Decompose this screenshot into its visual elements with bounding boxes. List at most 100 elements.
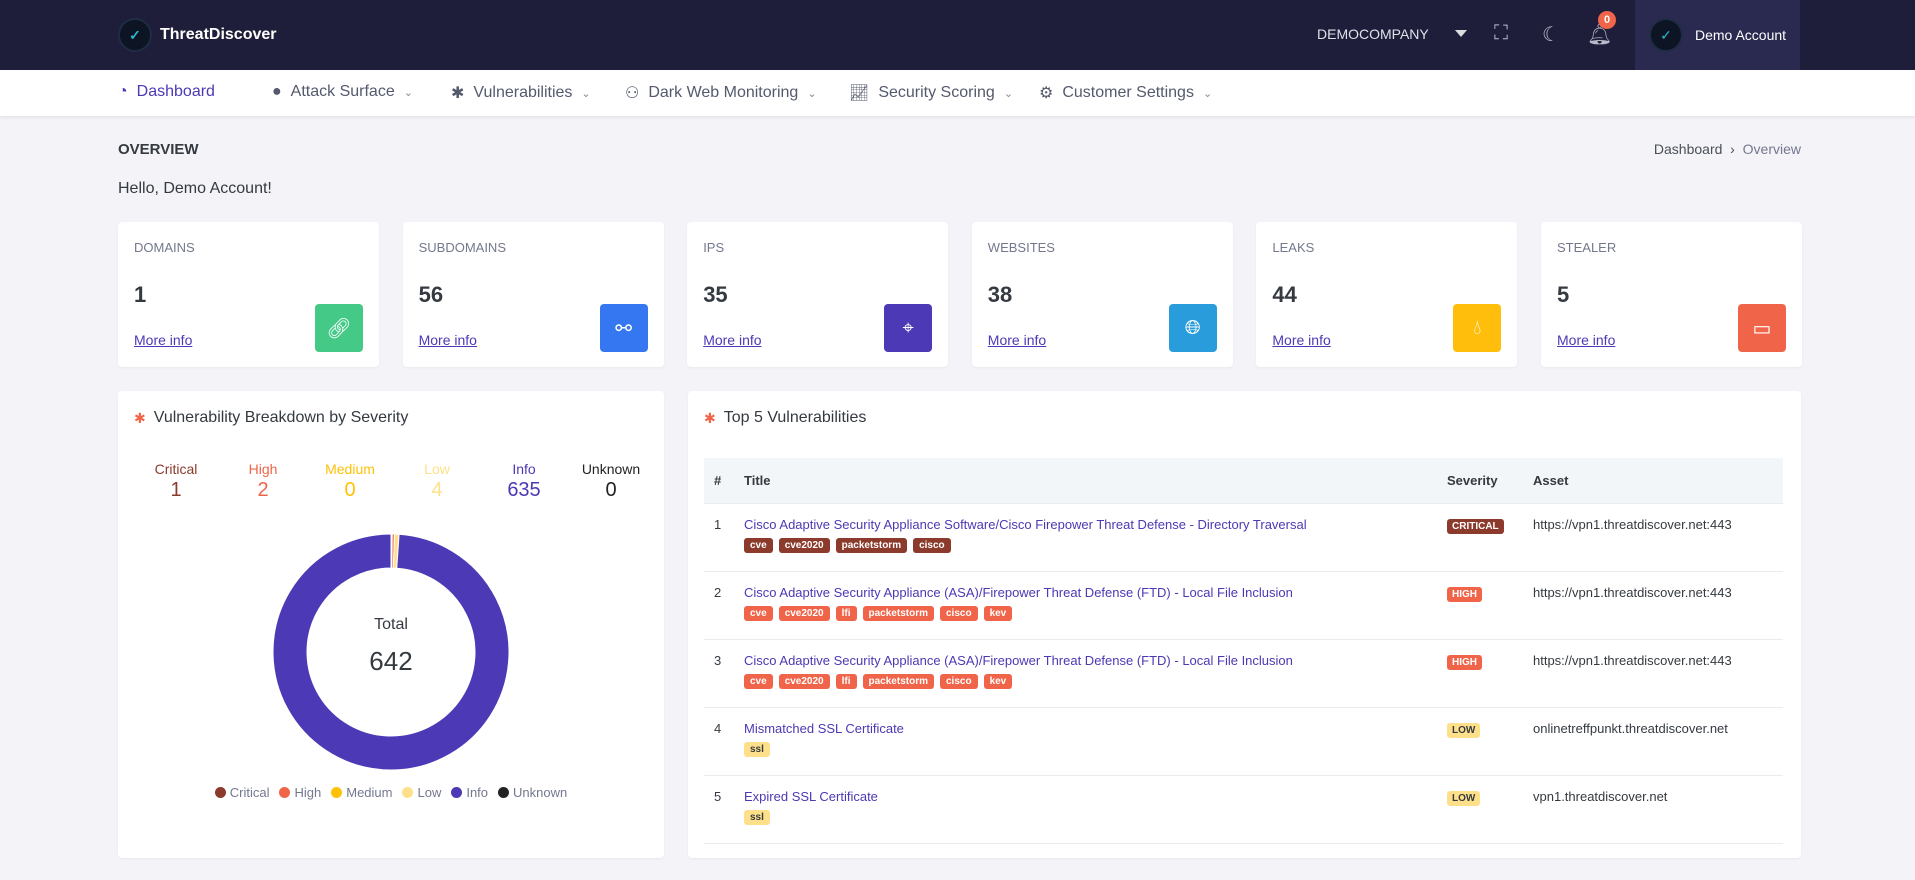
card-label: LEAKS — [1272, 240, 1315, 255]
severity-badge: HIGH — [1447, 586, 1482, 602]
severity-count-unknown: Unknown 0 — [566, 461, 656, 502]
severity-badge: HIGH — [1447, 654, 1482, 670]
legend-swatch — [402, 787, 414, 798]
vulnerability-link[interactable]: Expired SSL Certificate — [744, 788, 878, 804]
breadcrumb: Dashboard › Overview — [1653, 141, 1801, 157]
card-value: 35 — [703, 282, 728, 307]
account-menu[interactable]: ✓ Demo Account — [1635, 0, 1800, 70]
notification-badge: 0 — [1598, 11, 1616, 29]
severity-cell: LOW — [1437, 706, 1523, 775]
legend-item-critical[interactable]: Critical — [214, 785, 269, 800]
tag: cisco — [939, 605, 978, 621]
breadcrumb-dashboard[interactable]: Dashboard — [1653, 141, 1723, 157]
stat-card-domains: DOMAINS 1 More info 🔗︎ — [118, 222, 379, 367]
tag-list: ssl — [744, 809, 1427, 825]
tag-list: cve cve2020 lfi packetstorm cisco kev — [744, 605, 1427, 621]
table-row: 5 Expired SSL Certificate ssl LOW vpn1.th… — [704, 774, 1783, 844]
more-info-link[interactable]: More info — [1557, 332, 1616, 348]
top-bar: ✓ ThreatDiscover DEMOCOMPANY ⛶ ☾ 🔔︎ 0 ✓ De… — [0, 0, 1915, 70]
tag: lfi — [835, 673, 857, 689]
vulnerability-link[interactable]: Cisco Adaptive Security Appliance (ASA)/… — [744, 584, 1293, 600]
more-info-link[interactable]: More info — [418, 332, 477, 348]
row-number: 1 — [704, 502, 734, 571]
bug-icon: ✱ — [134, 409, 146, 426]
legend-label: Info — [466, 785, 489, 800]
title-cell: Mismatched SSL Certificate ssl — [734, 706, 1437, 775]
legend-label: Unknown — [513, 785, 568, 800]
greeting: Hello, Demo Account! — [118, 180, 272, 197]
legend-swatch — [214, 787, 226, 798]
more-info-link[interactable]: More info — [703, 332, 762, 348]
severity-breakdown-panel: ✱ Vulnerability Breakdown by Severity Cri… — [118, 391, 664, 858]
asset-cell: https://vpn1.threatdiscover.net:443 — [1523, 502, 1783, 571]
card-label: IPS — [703, 240, 725, 255]
severity-name: High — [248, 461, 278, 477]
nav-dark-web-monitoring[interactable]: ⚇ Dark Web Monitoring ⌄ — [625, 83, 817, 103]
tag: kev — [983, 605, 1013, 621]
fullscreen-icon[interactable]: ⛶ — [1494, 22, 1508, 44]
nav-dashboard[interactable]: ◔ Dashboard — [118, 83, 215, 101]
vulnerability-link[interactable]: Cisco Adaptive Security Appliance Softwa… — [744, 516, 1307, 532]
vulnerabilities-table: # Title Severity Asset 1 Cisco Adaptive … — [704, 458, 1783, 844]
legend-item-info[interactable]: Info — [451, 785, 488, 800]
table-row: 3 Cisco Adaptive Security Appliance (ASA… — [704, 638, 1783, 707]
legend-item-low[interactable]: Low — [402, 785, 441, 800]
more-info-link[interactable]: More info — [134, 332, 193, 348]
moon-icon[interactable]: ☾ — [1542, 24, 1560, 46]
donut-slice-info[interactable] — [272, 533, 510, 771]
more-info-link[interactable]: More info — [1272, 332, 1331, 348]
tag: kev — [983, 673, 1013, 689]
nav-vulnerabilities[interactable]: ✱ Vulnerabilities ⌄ — [451, 83, 591, 103]
company-selector[interactable]: DEMOCOMPANY — [1317, 26, 1429, 42]
stat-card-ips: IPS 35 More info ⌖ — [687, 222, 949, 367]
nav-security-scoring[interactable]: 📈︎ Security Scoring ⌄ — [849, 83, 1013, 103]
legend-item-high[interactable]: High — [279, 785, 321, 800]
severity-badge: LOW — [1447, 722, 1481, 738]
legend-swatch — [279, 787, 291, 798]
legend-item-medium[interactable]: Medium — [331, 785, 392, 800]
chevron-down-icon: ⌄ — [581, 87, 591, 100]
gauge-icon: ◔ — [118, 83, 128, 100]
severity-cell: HIGH — [1437, 638, 1523, 707]
nav-label: Customer Settings — [1062, 84, 1194, 101]
nav-label: Attack Surface — [290, 83, 395, 100]
logo[interactable]: ✓ ThreatDiscover — [118, 18, 277, 52]
severity-count-high: High 2 — [218, 461, 308, 502]
tag: cve2020 — [778, 605, 830, 621]
top-vulnerabilities-panel: ✱ Top 5 Vulnerabilities # Title Severity … — [688, 391, 1801, 858]
avatar: ✓ — [1649, 18, 1683, 52]
card-label: DOMAINS — [134, 240, 195, 255]
vulnerability-link[interactable]: Cisco Adaptive Security Appliance (ASA)/… — [744, 652, 1293, 668]
stat-card-stealer: STEALER 5 More info ▭ — [1541, 222, 1802, 367]
tag: cve — [744, 673, 773, 689]
severity-count-critical: Critical 1 — [131, 461, 221, 502]
tag: lfi — [835, 605, 857, 621]
asset-cell: onlinetreffpunkt.threatdiscover.net — [1523, 706, 1783, 775]
table-row: 1 Cisco Adaptive Security Appliance Soft… — [704, 502, 1783, 571]
chevron-down-icon: ⌄ — [1202, 87, 1213, 100]
caret-down-icon[interactable] — [1455, 30, 1467, 37]
tag: packetstorm — [862, 673, 934, 689]
legend-item-unknown[interactable]: Unknown — [498, 785, 567, 800]
panel-title: ✱ Vulnerability Breakdown by Severity — [134, 409, 408, 427]
tag: ssl — [744, 809, 770, 825]
main-nav: ◔ Dashboard ● Attack Surface ⌄ ✱ Vulnerabili… — [0, 70, 1915, 116]
card-value: 56 — [418, 282, 444, 307]
severity-value: 2 — [257, 479, 269, 501]
severity-count-medium: Medium 0 — [305, 461, 395, 502]
card-value: 1 — [134, 282, 147, 307]
stat-card-leaks: LEAKS 44 More info 💧︎ — [1256, 222, 1518, 367]
severity-count-info: Info 635 — [479, 461, 569, 502]
nav-label: Vulnerabilities — [473, 84, 573, 101]
panel-title: ✱ Top 5 Vulnerabilities — [704, 409, 866, 427]
nav-attack-surface[interactable]: ● Attack Surface ⌄ — [272, 83, 413, 101]
tag: cve2020 — [778, 673, 830, 689]
legend-label: Medium — [346, 785, 393, 800]
bell-icon[interactable]: 🔔︎ — [1587, 24, 1613, 46]
app-name: ThreatDiscover — [160, 26, 277, 43]
vulnerability-link[interactable]: Mismatched SSL Certificate — [744, 720, 904, 736]
col-severity: Severity — [1437, 458, 1523, 503]
more-info-link[interactable]: More info — [987, 332, 1047, 348]
total-label: Total — [374, 616, 408, 633]
nav-customer-settings[interactable]: ⚙ Customer Settings ⌄ — [1039, 83, 1212, 103]
